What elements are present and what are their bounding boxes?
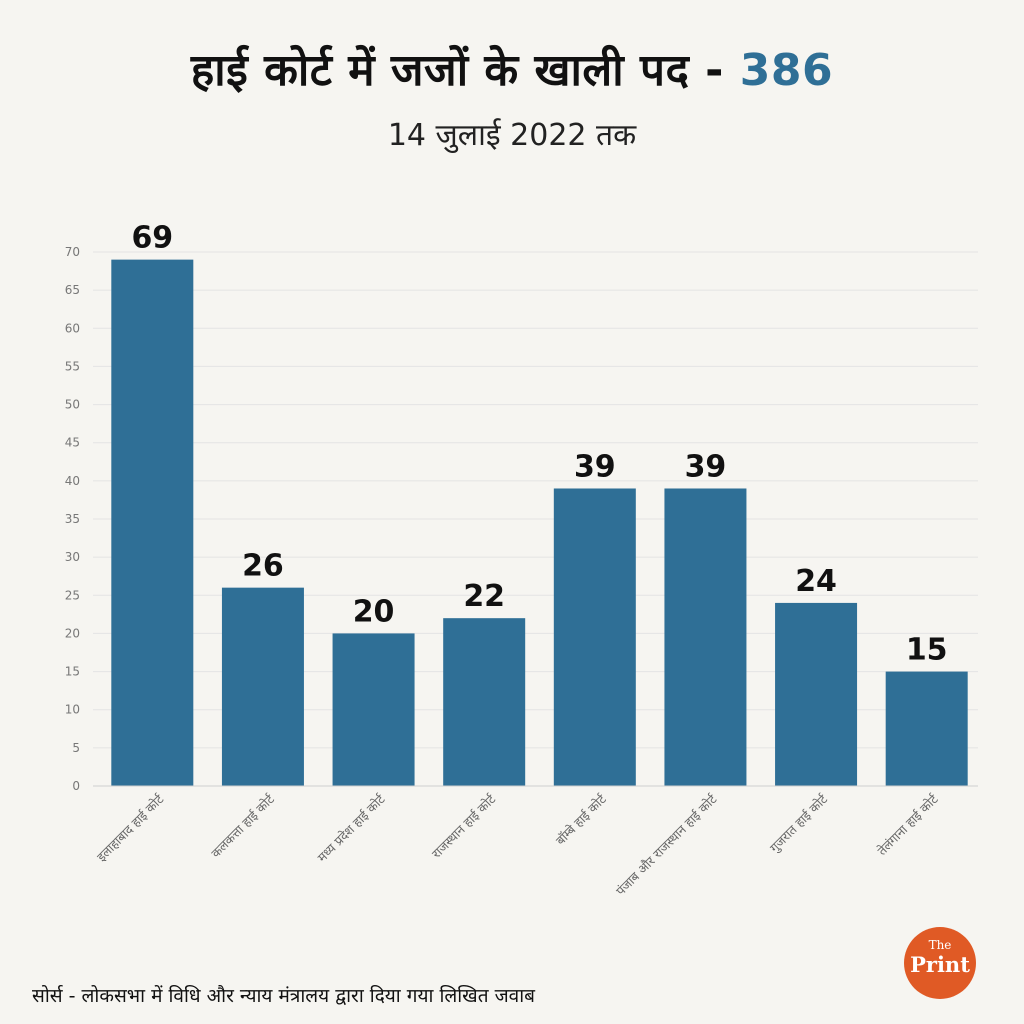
bar — [885, 671, 968, 786]
source-note: सोर्स - लोकसभा में विधि और न्याय मंत्राल… — [32, 985, 536, 1007]
data-label: 15 — [906, 633, 948, 668]
y-tick-label: 10 — [65, 703, 80, 717]
data-label: 22 — [463, 579, 505, 614]
data-label: 24 — [795, 564, 837, 599]
x-tick-label: बॉम्बे हाई कोर्ट — [553, 791, 610, 848]
bar — [553, 488, 636, 786]
y-tick-label: 5 — [72, 741, 80, 755]
x-tick-label: तेलंगाना हाई कोर्ट — [874, 791, 941, 858]
y-tick-label: 40 — [65, 474, 80, 488]
y-tick-label: 25 — [65, 588, 80, 602]
y-tick-label: 60 — [65, 321, 80, 335]
bar-chart: 0 5 10 15 20 25 30 35 40 45 50 55 60 65 70 69 इलाहाबाद ह… — [65, 221, 978, 898]
bar — [443, 618, 526, 786]
x-tick-label: गुजरात हाई कोर्ट — [767, 791, 832, 856]
y-tick-label: 35 — [65, 512, 80, 526]
bar — [775, 602, 858, 786]
y-tick-label: 55 — [65, 359, 80, 373]
theprint-logo: The Print — [904, 927, 976, 999]
bar — [221, 587, 304, 786]
logo-text-print: Print — [910, 952, 970, 977]
data-label: 20 — [353, 594, 395, 629]
y-tick-label: 20 — [65, 626, 80, 640]
y-tick-label: 15 — [65, 665, 80, 679]
x-tick-label: मध्य प्रदेश हाई कोर्ट — [314, 791, 388, 865]
total-vacancies: 386 — [739, 45, 834, 96]
y-tick-label: 45 — [65, 436, 80, 450]
chart-title: हाई कोर्ट में जजों के खाली पद - 386 — [0, 38, 1024, 98]
data-label: 69 — [131, 221, 173, 256]
x-tick-label: राजस्थान हाई कोर्ट — [429, 791, 499, 861]
x-tick-label: पंजाब और राजस्थान हाई कोर्ट — [613, 791, 720, 898]
bar — [332, 633, 415, 786]
y-tick-label: 70 — [65, 245, 80, 259]
data-label: 26 — [242, 549, 284, 584]
y-tick-label: 65 — [65, 283, 80, 297]
x-tick-label: इलाहाबाद हाई कोर्ट — [94, 791, 167, 864]
y-tick-label: 0 — [72, 779, 80, 793]
y-tick-label: 30 — [65, 550, 80, 564]
chart-subtitle: 14 जुलाई 2022 तक — [387, 118, 637, 153]
y-tick-label: 50 — [65, 398, 80, 412]
bar — [111, 259, 194, 787]
x-tick-label: कलकत्ता हाई कोर्ट — [208, 791, 278, 861]
logo-text-the: The — [928, 938, 952, 952]
data-label: 39 — [685, 449, 727, 484]
chart-title-text: हाई कोर्ट में जजों के खाली पद - — [190, 45, 724, 96]
bar — [664, 488, 747, 786]
data-label: 39 — [574, 449, 616, 484]
